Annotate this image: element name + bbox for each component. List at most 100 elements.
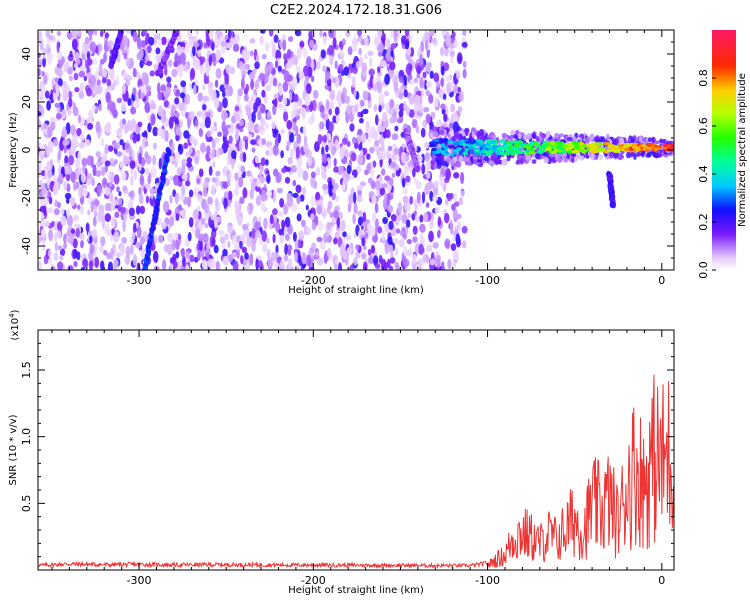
heatmap-cell — [302, 65, 309, 77]
dc-band-core-cell — [505, 148, 510, 152]
heatmap-cell — [362, 261, 368, 270]
heatmap-cell — [121, 84, 127, 95]
heatmap-cell — [54, 102, 61, 108]
heatmap-cell — [103, 249, 108, 256]
heatmap-cell — [252, 94, 257, 101]
heatmap-cell — [389, 257, 396, 264]
heatmap-cell — [174, 193, 179, 205]
heatmap-cell — [254, 221, 261, 230]
heatmap-cell — [285, 234, 290, 241]
heatmap-cell — [445, 75, 451, 83]
heatmap-cell — [292, 102, 299, 112]
heatmap-cell — [57, 261, 64, 270]
heatmap-cell — [196, 110, 203, 118]
heatmap-cell — [71, 38, 78, 51]
dc-band-cell — [613, 140, 620, 144]
heatmap-cell — [150, 113, 156, 126]
heatmap-cell — [67, 265, 74, 270]
heatmap-cell — [46, 147, 53, 153]
heatmap-cell — [285, 62, 291, 70]
heatmap-cell — [104, 32, 110, 39]
heatmap-cell — [56, 42, 60, 53]
heatmap-cell — [350, 152, 357, 162]
heatmap-cell — [89, 41, 96, 53]
heatmap-cell — [139, 47, 144, 59]
heatmap-cell — [443, 212, 450, 224]
heatmap-cell — [254, 79, 260, 90]
heatmap-cell — [103, 40, 109, 53]
heatmap-cell — [330, 145, 336, 157]
heatmap-cell — [81, 157, 88, 167]
dc-band-cell — [625, 151, 631, 159]
dc-band-core-cell — [433, 138, 440, 143]
heatmap-cell — [457, 86, 461, 93]
heatmap-cell — [374, 139, 380, 147]
heatmap-cell — [186, 196, 192, 208]
heatmap-cell — [214, 79, 219, 88]
heatmap-cell — [156, 32, 161, 40]
dc-band-core-cell — [546, 146, 552, 150]
heatmap-cell — [178, 102, 185, 112]
heatmap-cell — [78, 70, 86, 78]
heatmap-cell — [161, 36, 167, 46]
heatmap-cell — [347, 202, 352, 213]
heatmap-cell — [48, 196, 53, 205]
heatmap-cell — [185, 264, 190, 270]
heatmap-cell — [193, 138, 198, 147]
heatmap-cell — [58, 173, 64, 185]
heatmap-cell — [397, 201, 403, 214]
heatmap-cell — [183, 142, 189, 149]
heatmap-cell — [189, 110, 195, 121]
heatmap-cell — [185, 151, 191, 158]
heatmap-cell — [138, 152, 142, 165]
heatmap-cell — [259, 72, 265, 81]
heatmap-cell — [380, 143, 385, 152]
heatmap-cell — [340, 243, 346, 255]
heatmap-cell — [128, 207, 135, 217]
heatmap-cell — [284, 216, 291, 228]
heatmap-cell — [453, 40, 459, 48]
heatmap-cell — [241, 69, 247, 76]
heatmap-cell — [445, 168, 451, 181]
heatmap-cell — [408, 94, 415, 105]
heatmap-cell — [373, 104, 378, 112]
heatmap-cell — [62, 90, 69, 102]
heatmap-cell — [150, 166, 157, 179]
heatmap-cell — [451, 235, 456, 242]
x-tick-label: 0 — [658, 574, 665, 587]
heatmap-cell — [437, 230, 441, 239]
dc-band-cell — [454, 134, 461, 140]
heatmap-cell — [86, 155, 93, 166]
heatmap-cell — [119, 244, 125, 256]
heatmap-cell — [43, 220, 50, 228]
dc-band-core-cell — [645, 148, 650, 153]
heatmap-cell — [290, 148, 295, 158]
heatmap-cell — [273, 34, 279, 43]
heatmap-cell — [172, 189, 177, 198]
heatmap-cell — [449, 50, 455, 58]
heatmap-cell — [204, 211, 209, 222]
heatmap-cell — [119, 139, 124, 146]
heatmap-cell — [84, 36, 90, 45]
heatmap-cell — [394, 103, 400, 113]
heatmap-cell — [329, 89, 336, 101]
dc-band-cell — [450, 159, 455, 167]
heatmap-cell — [56, 112, 62, 120]
heatmap-cell — [394, 125, 399, 132]
heatmap-cell — [296, 133, 302, 144]
heatmap-cell — [375, 114, 379, 126]
heatmap-cell — [152, 154, 157, 166]
heatmap-cell — [271, 47, 276, 58]
dc-band-cell — [654, 152, 660, 159]
heatmap-cell — [99, 30, 104, 37]
heatmap-cell — [45, 90, 50, 99]
heatmap-cell — [238, 176, 244, 188]
heatmap-cell — [138, 193, 144, 205]
dc-band-cell — [597, 139, 603, 143]
heatmap-cell — [94, 256, 100, 269]
heatmap-cell — [45, 30, 51, 38]
heatmap-cell — [230, 157, 235, 170]
heatmap-cell — [245, 83, 250, 93]
heatmap-cell — [162, 259, 167, 270]
heatmap-cell — [137, 121, 143, 128]
